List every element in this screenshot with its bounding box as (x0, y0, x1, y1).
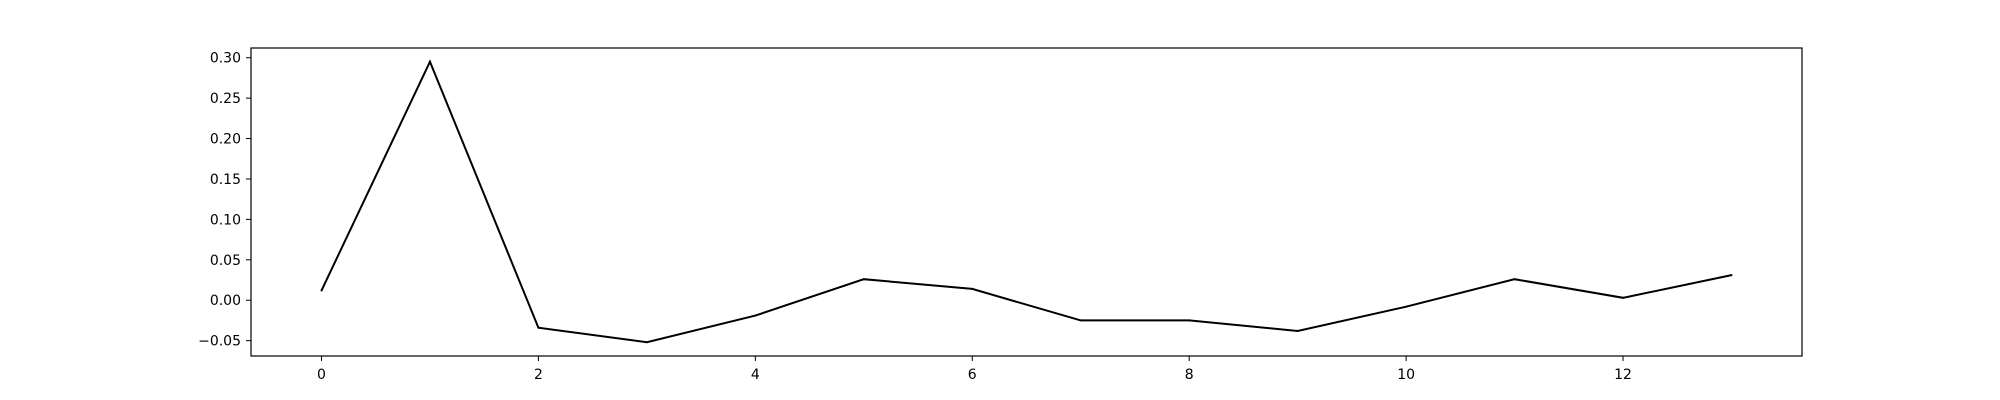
plot-area-frame (250, 47, 1803, 357)
x-tick-label: 10 (1397, 367, 1415, 383)
x-tick-label: 0 (317, 367, 326, 383)
data-point (645, 341, 648, 344)
x-tick-label: 8 (1185, 367, 1194, 383)
y-tick-label: 0.15 (210, 172, 241, 188)
data-point (1405, 305, 1408, 308)
data-point (320, 289, 323, 292)
y-axis: −0.05 0.00 0.05 0.10 0.15 0.20 0.25 0.30 (198, 51, 251, 350)
y-tick-label: 0.05 (210, 253, 241, 269)
data-point (537, 326, 540, 329)
y-tick-label: 0.20 (210, 132, 241, 148)
data-point (1188, 319, 1191, 322)
data-point (971, 287, 974, 290)
data-points (320, 60, 1733, 344)
data-point (862, 278, 865, 281)
data-point (428, 60, 431, 63)
y-tick-label: 0.30 (210, 51, 241, 67)
y-tick-label: 0.25 (210, 91, 241, 107)
data-point (1622, 296, 1625, 299)
data-point (754, 314, 757, 317)
y-tick-label: −0.05 (198, 334, 241, 350)
data-point (1730, 274, 1733, 277)
data-point (1079, 319, 1082, 322)
data-point (1296, 329, 1299, 332)
x-tick-label: 6 (968, 367, 977, 383)
y-tick-label: 0.00 (210, 293, 241, 309)
x-tick-label: 12 (1614, 367, 1632, 383)
x-axis: 0 2 4 6 8 10 12 (317, 356, 1632, 383)
x-tick-label: 4 (751, 367, 760, 383)
x-tick-label: 2 (534, 367, 543, 383)
data-point (1513, 278, 1516, 281)
y-tick-label: 0.10 (210, 212, 241, 228)
series-line (320, 59, 1732, 344)
